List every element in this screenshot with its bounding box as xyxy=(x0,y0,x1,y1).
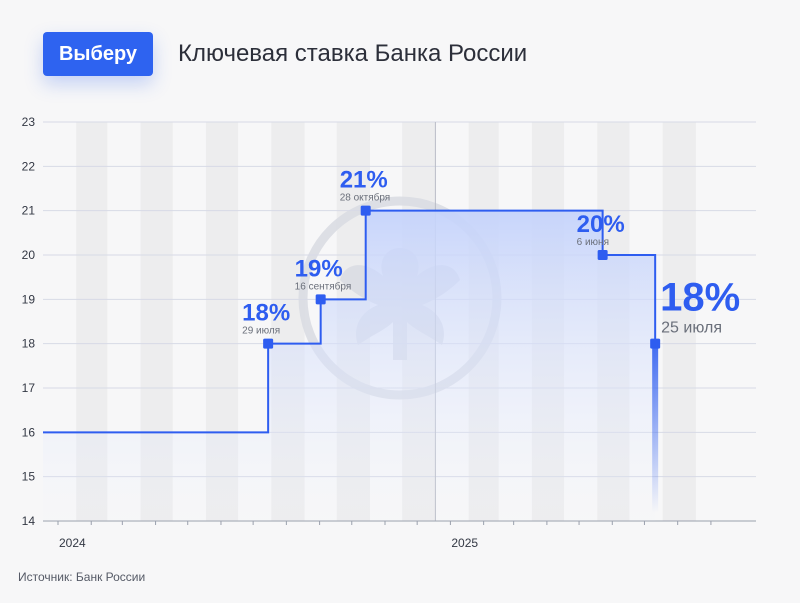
chart-title: Ключевая ставка Банка России xyxy=(178,40,528,67)
source-note: Источник: Банк России xyxy=(18,570,146,584)
rate-date-label: 28 октября xyxy=(340,192,391,204)
y-tick-label: 23 xyxy=(22,115,36,129)
y-tick-label: 20 xyxy=(22,248,36,262)
y-tick-label: 15 xyxy=(22,470,36,484)
month-band xyxy=(662,122,696,521)
y-tick-label: 19 xyxy=(22,292,36,306)
rate-date-label: 29 июля xyxy=(242,326,280,337)
y-tick-label: 22 xyxy=(22,159,36,173)
x-axis: 2024 2025 xyxy=(43,520,756,550)
rate-percent-label: 21% xyxy=(340,167,388,194)
y-tick-label: 21 xyxy=(22,204,36,218)
rate-percent-label: 19% xyxy=(295,255,343,282)
y-tick-label: 18 xyxy=(22,337,36,351)
rate-series xyxy=(43,209,659,521)
rate-date-label: 6 июня xyxy=(577,237,609,248)
rate-date-label: 16 сентября xyxy=(295,280,352,292)
rate-percent-label: 18% xyxy=(660,276,740,320)
brand-logo[interactable]: Выберу xyxy=(43,32,153,76)
rate-marker xyxy=(650,338,661,349)
rate-marker xyxy=(263,338,274,349)
rate-percent-label: 20% xyxy=(577,211,625,238)
x-tick-label: 2024 xyxy=(59,536,86,550)
y-axis: 14 15 16 17 18 19 20 21 22 23 xyxy=(22,115,36,528)
rate-line xyxy=(43,209,657,434)
rate-marker xyxy=(360,205,371,216)
x-tick-label: 2025 xyxy=(451,536,478,550)
rate-date-label: 25 июля xyxy=(661,320,722,337)
rate-marker xyxy=(315,294,326,305)
rate-marker xyxy=(597,250,608,260)
latest-rate-drop xyxy=(652,343,659,513)
rate-percent-label: 18% xyxy=(242,300,290,327)
rate-area xyxy=(43,210,656,521)
y-tick-label: 14 xyxy=(22,514,36,528)
y-tick-label: 17 xyxy=(22,381,36,395)
y-tick-label: 16 xyxy=(22,425,36,439)
